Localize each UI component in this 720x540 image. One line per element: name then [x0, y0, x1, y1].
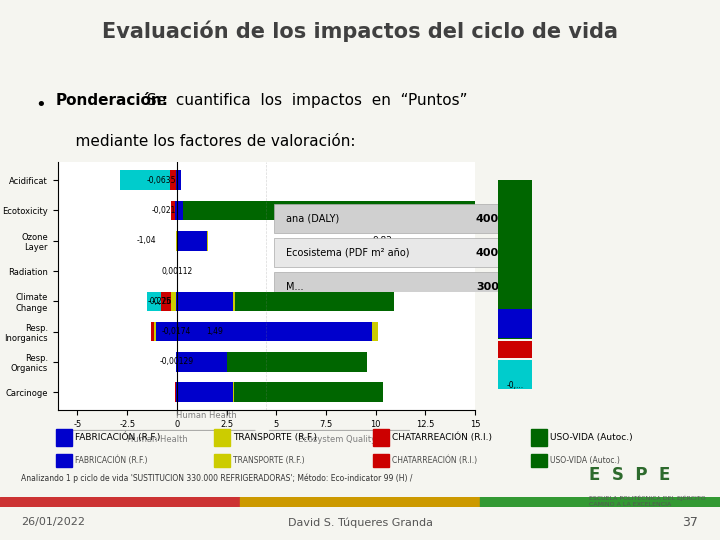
- Text: E  S  P  E: E S P E: [589, 465, 670, 484]
- Bar: [0, 497, 240, 507]
- Text: FABRICACIÓN (R.F.): FABRICACIÓN (R.F.): [75, 456, 148, 465]
- Bar: [228, 352, 366, 372]
- Text: mediante los factores de valoración:: mediante los factores de valoración:: [56, 134, 356, 150]
- Text: Se  cuantifica  los  impactos  en  “Puntos”: Se cuantifica los impactos en “Puntos”: [143, 93, 468, 108]
- Bar: [233, 382, 383, 402]
- Bar: [177, 170, 181, 190]
- Text: -0,75: -0,75: [152, 297, 172, 306]
- Text: -0,...: -0,...: [506, 381, 523, 390]
- Bar: [498, 360, 532, 389]
- Bar: [274, 204, 518, 233]
- Text: USO-VIDA (Autoc.): USO-VIDA (Autoc.): [550, 456, 620, 465]
- Bar: [177, 352, 227, 372]
- Text: 1,49: 1,49: [207, 327, 223, 336]
- Bar: [177, 382, 233, 402]
- Bar: [176, 292, 177, 311]
- Text: TRANSPORTE (R.F.): TRANSPORTE (R.F.): [233, 433, 318, 442]
- Bar: [498, 180, 532, 340]
- Text: Ponderación:: Ponderación:: [56, 93, 169, 108]
- Text: •: •: [35, 96, 46, 114]
- Bar: [176, 170, 177, 190]
- Bar: [215, 454, 230, 467]
- Bar: [56, 429, 72, 445]
- Text: Human Health: Human Health: [127, 435, 188, 444]
- Text: M...: M...: [286, 282, 303, 292]
- Text: CHATARREACIÓN (R.I.): CHATARREACIÓN (R.I.): [392, 456, 477, 465]
- Text: TRANSPORTE (R.F.): TRANSPORTE (R.F.): [233, 456, 305, 465]
- Text: FABRICACIÓN (R.F.): FABRICACIÓN (R.F.): [75, 433, 161, 442]
- Bar: [177, 201, 183, 220]
- Bar: [184, 201, 233, 220]
- Text: Evaluación de los impactos del ciclo de vida: Evaluación de los impactos del ciclo de …: [102, 21, 618, 42]
- Bar: [171, 292, 176, 311]
- Bar: [151, 322, 154, 341]
- Bar: [235, 292, 394, 311]
- Bar: [531, 429, 547, 445]
- Text: -0,0635: -0,0635: [146, 176, 176, 185]
- Bar: [274, 272, 518, 301]
- Text: USO-VIDA (Autoc.): USO-VIDA (Autoc.): [550, 433, 633, 442]
- Bar: [176, 382, 177, 402]
- Text: -0,021: -0,021: [152, 206, 176, 215]
- Bar: [177, 322, 372, 341]
- Bar: [161, 292, 171, 311]
- Text: ana (DALY): ana (DALY): [286, 214, 339, 224]
- Bar: [120, 170, 170, 190]
- Bar: [177, 292, 233, 311]
- Text: 400: 400: [476, 248, 499, 258]
- Text: David S. Túqueres Granda: David S. Túqueres Granda: [287, 517, 433, 528]
- Bar: [240, 497, 480, 507]
- Bar: [156, 322, 177, 341]
- Text: -1,04: -1,04: [137, 237, 156, 245]
- Bar: [56, 454, 72, 467]
- Bar: [498, 341, 532, 359]
- Text: 0,00112: 0,00112: [161, 267, 192, 275]
- Text: ESCUELA POLITÉCNICA DEL EJÉRCITO
CAMINO A LA EXCELENCIA: ESCUELA POLITÉCNICA DEL EJÉRCITO CAMINO …: [589, 495, 706, 507]
- Bar: [170, 170, 176, 190]
- Bar: [373, 454, 389, 467]
- Bar: [227, 352, 228, 372]
- Bar: [154, 322, 156, 341]
- Bar: [175, 201, 177, 220]
- Bar: [177, 231, 207, 251]
- Text: Ecosistema (PDF m² año): Ecosistema (PDF m² año): [286, 248, 410, 258]
- Text: Ecosystem Quality: Ecosystem Quality: [298, 435, 377, 444]
- Bar: [498, 309, 532, 338]
- Bar: [373, 429, 389, 445]
- Text: 26/01/2022: 26/01/2022: [22, 517, 86, 528]
- Text: CHATARREACIÓN (R.I.): CHATARREACIÓN (R.I.): [392, 433, 492, 442]
- Text: 300: 300: [476, 282, 499, 292]
- Bar: [233, 201, 511, 220]
- Bar: [233, 292, 235, 311]
- Text: -0,226: -0,226: [148, 297, 172, 306]
- Bar: [147, 292, 161, 311]
- Bar: [372, 322, 378, 341]
- Text: -0,0174: -0,0174: [162, 327, 192, 336]
- Bar: [171, 201, 175, 220]
- Text: 400: 400: [476, 214, 499, 224]
- Bar: [531, 454, 547, 467]
- Text: Human Health: Human Health: [176, 411, 237, 420]
- Bar: [480, 497, 720, 507]
- Text: -0,00129: -0,00129: [160, 357, 194, 367]
- Bar: [215, 429, 230, 445]
- Bar: [274, 238, 518, 267]
- Text: Analizando 1 p ciclo de vida 'SUSTITUCION 330.000 REFRIGERADORAS'; Método: Eco-i: Analizando 1 p ciclo de vida 'SUSTITUCIO…: [22, 473, 413, 483]
- Text: 37: 37: [683, 516, 698, 529]
- Text: 9,82: 9,82: [372, 237, 392, 245]
